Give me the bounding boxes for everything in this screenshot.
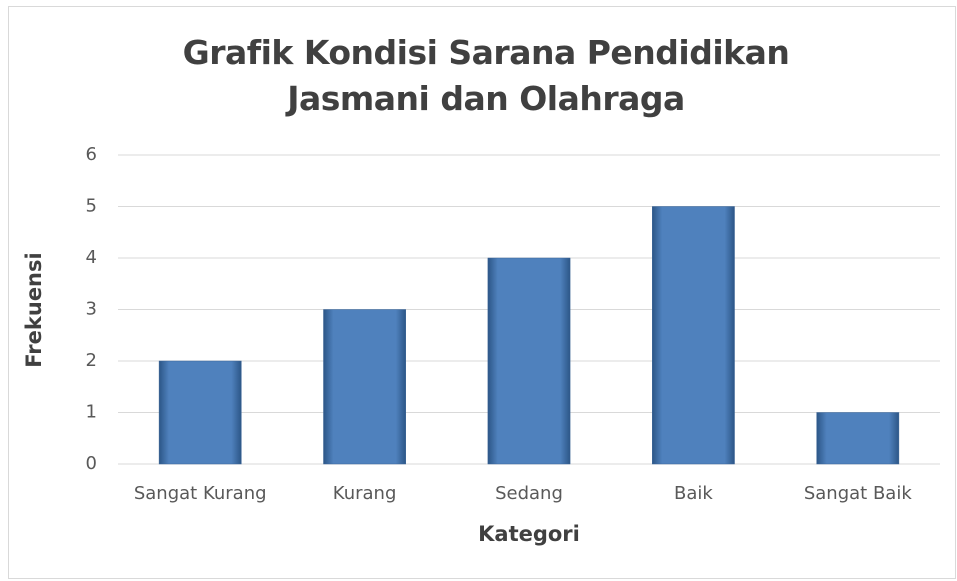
bar	[158, 360, 242, 465]
x-tick-label: Kurang	[333, 483, 397, 504]
y-tick-label: 1	[86, 402, 97, 423]
bar	[323, 309, 406, 465]
x-tick-label: Baik	[674, 483, 713, 504]
bar	[816, 412, 900, 465]
y-tick-label: 5	[86, 196, 97, 217]
y-tick-label: 6	[86, 144, 97, 165]
y-tick-label: 2	[86, 350, 97, 371]
x-tick-label: Sangat Baik	[804, 483, 912, 504]
x-axis-label: Kategori	[478, 522, 580, 546]
chart-title: Grafik Kondisi Sarana Pendidikan Jasmani…	[182, 33, 790, 118]
y-tick-label: 4	[86, 247, 97, 268]
chart-border	[8, 6, 956, 579]
x-tick-label: Sedang	[495, 483, 563, 504]
y-tick-label: 0	[86, 453, 97, 474]
y-axis-label: Frekuensi	[22, 252, 46, 367]
bar	[487, 257, 571, 465]
x-tick-label: Sangat Kurang	[134, 483, 267, 504]
bar	[652, 206, 735, 465]
y-tick-label: 3	[86, 299, 97, 320]
